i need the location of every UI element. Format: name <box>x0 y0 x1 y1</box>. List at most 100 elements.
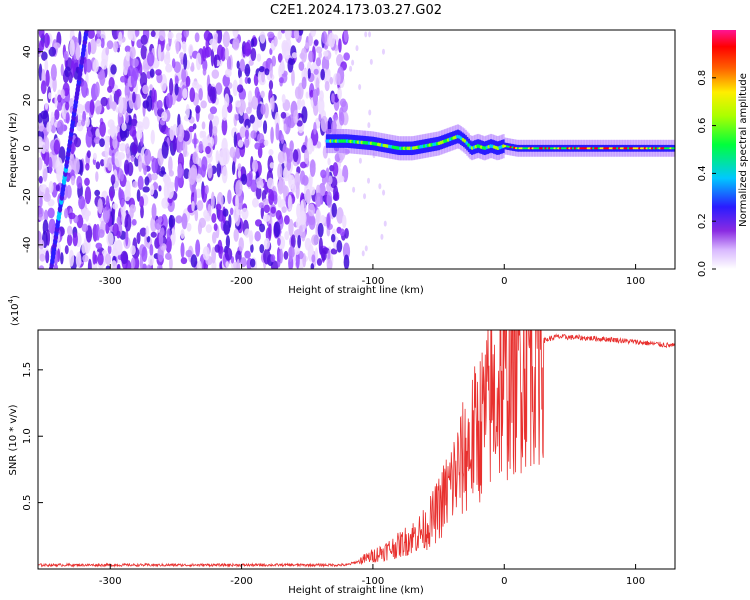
heatmap-cell <box>138 155 143 172</box>
heatmap-cell <box>244 228 251 238</box>
heatmap-cell <box>351 59 355 66</box>
heatmap-cell <box>131 218 137 226</box>
heatmap-cell <box>294 246 300 255</box>
heatmap-cell <box>224 247 233 261</box>
heatmap-cell <box>339 175 345 183</box>
heatmap-cell <box>287 57 294 73</box>
spectrogram-y-tick-label: -40 <box>22 237 33 253</box>
spectrogram-y-axis-label: Frequency (Hz) <box>8 112 19 188</box>
heatmap-cell <box>175 32 183 41</box>
heatmap-cell <box>57 89 62 97</box>
heatmap-cell <box>38 239 45 250</box>
heatmap-cell <box>211 213 217 224</box>
heatmap-cell <box>235 100 241 108</box>
heatmap-cell <box>124 143 130 155</box>
heatmap-cell <box>343 30 349 43</box>
heatmap-cell <box>311 254 316 263</box>
heatmap-cell <box>54 109 60 121</box>
heatmap-cell <box>84 177 90 186</box>
heatmap-cell <box>142 186 150 193</box>
heatmap-cell <box>234 114 239 121</box>
heatmap-cell <box>202 246 210 261</box>
heatmap-cell <box>92 152 97 161</box>
heatmap-cell <box>105 221 110 234</box>
heatmap-cell <box>135 30 140 37</box>
heatmap-cell <box>85 163 90 171</box>
heatmap-cell <box>42 168 48 182</box>
heatmap-cell <box>44 137 50 153</box>
heatmap-cell <box>119 170 124 182</box>
heatmap-cell <box>224 68 232 78</box>
heatmap-cell <box>57 94 62 103</box>
heatmap-cell <box>258 202 265 209</box>
heatmap-cell <box>313 68 319 75</box>
heatmap-cell <box>252 197 259 208</box>
heatmap-cell <box>129 46 136 59</box>
heatmap-cell <box>263 237 270 250</box>
heatmap-cell <box>118 187 122 201</box>
heatmap-cell <box>176 124 185 142</box>
heatmap-cell <box>314 247 319 263</box>
heatmap-cell <box>95 161 101 170</box>
heatmap-cell <box>313 39 319 46</box>
heatmap-cell <box>48 46 57 57</box>
heatmap-cell <box>136 232 141 245</box>
heatmap-cell <box>255 185 262 200</box>
snr-multiplier-base: (x10 <box>10 303 21 326</box>
heatmap-cell <box>244 63 251 77</box>
snr-multiplier-exp: 4 <box>7 298 15 303</box>
heatmap-cell <box>247 90 253 103</box>
heatmap-cell <box>221 104 228 121</box>
heatmap-cell <box>81 223 89 233</box>
heatmap-cell <box>99 138 105 148</box>
heatmap-cell <box>174 75 179 86</box>
heatmap-cell <box>60 63 64 77</box>
heatmap-cell <box>310 128 319 146</box>
snr-series-line <box>38 330 675 568</box>
heatmap-cell <box>260 103 266 115</box>
heatmap-cell <box>231 161 236 176</box>
heatmap-cell <box>275 210 282 221</box>
heatmap-cell <box>220 46 226 62</box>
heatmap-cell <box>232 79 238 97</box>
heatmap-cell <box>202 68 207 76</box>
heatmap-cell <box>168 215 176 228</box>
heatmap-cell <box>95 242 103 250</box>
heatmap-cell <box>273 35 278 47</box>
heatmap-cell <box>368 31 372 38</box>
heatmap-cell <box>185 75 191 87</box>
heatmap-cell <box>140 205 144 219</box>
heatmap-cell <box>165 236 172 254</box>
heatmap-cell <box>190 62 195 72</box>
heatmap-cell <box>48 156 53 175</box>
heatmap-cell <box>315 192 322 207</box>
snr-multiplier-close: ) <box>10 295 21 299</box>
heatmap-cell <box>165 92 173 109</box>
heatmap-cell <box>320 115 329 132</box>
heatmap-cell <box>45 186 50 200</box>
heatmap-cell <box>294 172 301 190</box>
heatmap-cell <box>164 252 172 260</box>
heatmap-cell <box>296 166 301 175</box>
heatmap-cell <box>177 163 183 179</box>
heatmap-cell <box>260 90 265 99</box>
heatmap-cell <box>218 149 227 166</box>
heatmap-cell <box>214 244 221 253</box>
heatmap-cell <box>297 234 302 249</box>
spectrogram-y-tick-label: 40 <box>22 45 33 58</box>
heatmap-cell <box>63 50 69 61</box>
snr-x-tick-label: -300 <box>99 576 122 587</box>
heatmap-cell <box>172 135 177 153</box>
heatmap-cell <box>99 121 106 137</box>
heatmap-cell <box>45 69 50 87</box>
colorbar: 0.0 0.2 0.4 0.6 0.8 Normalized spectral ampl… <box>697 30 749 277</box>
heatmap-cell <box>165 50 171 60</box>
heatmap-cell <box>144 234 148 248</box>
heatmap-cell <box>324 80 330 92</box>
heatmap-cell <box>48 92 52 100</box>
heatmap-cell <box>230 256 235 264</box>
heatmap-cell <box>207 112 214 121</box>
heatmap-cell <box>309 89 314 98</box>
heatmap-cell <box>125 228 129 247</box>
heatmap-cell <box>194 209 199 222</box>
